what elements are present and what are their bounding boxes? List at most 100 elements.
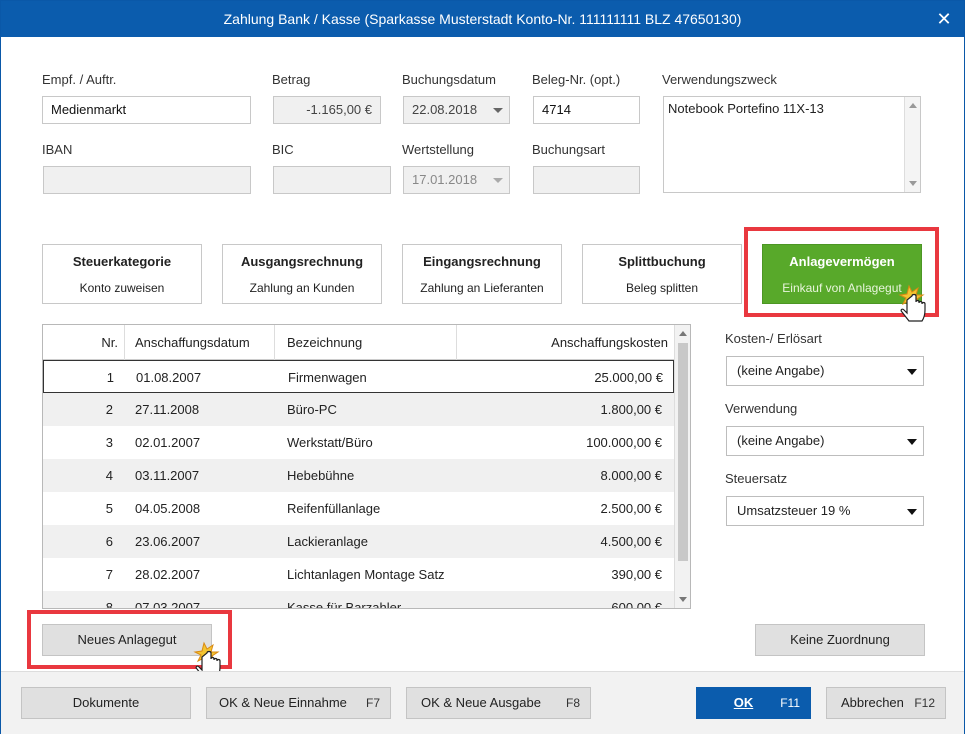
tile-steuerkategorie[interactable]: Steuerkategorie Konto zuweisen [42, 244, 202, 304]
window-title: Zahlung Bank / Kasse (Sparkasse Musterst… [223, 11, 742, 27]
empf-label: Empf. / Auftr. [42, 72, 117, 87]
chevron-down-icon[interactable] [493, 108, 503, 113]
table-row[interactable]: 2 27.11.2008 Büro-PC 1.800,00 € [43, 393, 674, 426]
tile-title: Eingangsrechnung [423, 254, 541, 269]
cell-bezeichnung: Lichtanlagen Montage Satz [287, 567, 445, 582]
table-row[interactable]: 6 23.06.2007 Lackieranlage 4.500,00 € [43, 525, 674, 558]
cell-anschaffungsdatum: 01.08.2007 [136, 370, 202, 385]
shortcut-label: F12 [914, 696, 935, 710]
column-header-nr[interactable]: Nr. [43, 325, 125, 360]
tile-title: Splittbuchung [618, 254, 706, 269]
table-row[interactable]: 5 04.05.2008 Reifenfüllanlage 2.500,00 € [43, 492, 674, 525]
cell-anschaffungsdatum: 04.05.2008 [135, 501, 201, 516]
scroll-down-icon[interactable] [909, 181, 917, 186]
kosten-value: (keine Angabe) [737, 363, 825, 378]
neues-anlagegut-button[interactable]: Neues Anlagegut [42, 624, 212, 656]
table-row[interactable]: 1 01.08.2007 Firmenwagen 25.000,00 € [43, 360, 674, 393]
buchungsart-field [533, 166, 640, 194]
ok-button[interactable]: OK F11 [696, 687, 811, 719]
tile-ausgangsrechnung[interactable]: Ausgangsrechnung Zahlung an Kunden [222, 244, 382, 304]
button-label: OK [733, 695, 754, 710]
table-row[interactable]: 3 02.01.2007 Werkstatt/Büro 100.000,00 € [43, 426, 674, 459]
cell-bezeichnung: Kasse für Barzahler [287, 600, 402, 609]
anlagegut-table[interactable]: Nr. Anschaffungsdatum Bezeichnung Anscha… [42, 324, 691, 609]
dokumente-button[interactable]: Dokumente [21, 687, 191, 719]
cell-anschaffungskosten: 1.800,00 € [600, 402, 662, 417]
kosten-label: Kosten-/ Erlösart [725, 331, 822, 346]
cell-anschaffungsdatum: 28.02.2007 [135, 567, 201, 582]
betrag-field: -1.165,00 € [273, 96, 381, 124]
cell-bezeichnung: Firmenwagen [288, 370, 367, 385]
cell-anschaffungskosten: 600,00 € [611, 600, 662, 609]
buchungsdatum-value: 22.08.2018 [412, 102, 478, 117]
cell-bezeichnung: Reifenfüllanlage [287, 501, 381, 516]
wertstellung-value: 17.01.2018 [412, 172, 478, 187]
close-icon[interactable]: ✕ [936, 9, 952, 29]
cell-bezeichnung: Hebebühne [287, 468, 355, 483]
scroll-thumb[interactable] [678, 343, 688, 561]
chevron-down-icon[interactable] [907, 509, 917, 515]
cell-anschaffungskosten: 390,00 € [611, 567, 662, 582]
zweck-scrollbar[interactable] [904, 97, 920, 192]
highlight-frame [744, 227, 939, 317]
column-header-anschaffungsdatum[interactable]: Anschaffungsdatum [125, 325, 275, 360]
tile-subtitle: Einkauf von Anlagegut [782, 281, 902, 295]
steuersatz-select[interactable]: Umsatzsteuer 19 % [726, 496, 924, 526]
cell-anschaffungskosten: 4.500,00 € [600, 534, 662, 549]
column-header-anschaffungskosten[interactable]: Anschaffungskosten [551, 335, 668, 350]
beleg-input[interactable]: 4714 [533, 96, 640, 124]
iban-field [43, 166, 251, 194]
scroll-up-icon[interactable] [909, 103, 917, 108]
table-row[interactable]: 7 28.02.2007 Lichtanlagen Montage Satz 390,… [43, 558, 674, 591]
cell-bezeichnung: Büro-PC [287, 402, 337, 417]
shortcut-label: F11 [780, 696, 800, 710]
cell-anschaffungsdatum: 02.01.2007 [135, 435, 201, 450]
cell-anschaffungsdatum: 03.11.2007 [135, 468, 200, 483]
cell-nr: 2 [105, 402, 113, 417]
buchungsart-label: Buchungsart [532, 142, 605, 157]
scroll-up-icon[interactable] [679, 331, 687, 336]
empf-input[interactable]: Medienmarkt [42, 96, 251, 124]
abbrechen-button[interactable]: Abbrechen F12 [826, 687, 946, 719]
bic-field [273, 166, 391, 194]
table-row[interactable]: 4 03.11.2007 Hebebühne 8.000,00 € [43, 459, 674, 492]
shortcut-label: F8 [565, 696, 580, 710]
tile-title: Steuerkategorie [72, 254, 172, 269]
cell-bezeichnung: Werkstatt/Büro [287, 435, 373, 450]
zweck-label: Verwendungszweck [662, 72, 777, 87]
scroll-down-icon[interactable] [679, 597, 687, 602]
cell-nr: 3 [105, 435, 113, 450]
kosten-select[interactable]: (keine Angabe) [726, 356, 924, 386]
tile-title: Ausgangsrechnung [240, 254, 364, 269]
cell-anschaffungsdatum: 27.11.2008 [135, 402, 200, 417]
iban-label: IBAN [42, 142, 73, 157]
zweck-text: Notebook Portefino 11X-13 [668, 101, 824, 116]
table-header: Nr. Anschaffungsdatum Bezeichnung Anscha… [43, 325, 674, 360]
tile-splittbuchung[interactable]: Splittbuchung Beleg splitten [582, 244, 742, 304]
tile-subtitle: Beleg splitten [625, 281, 699, 295]
cell-anschaffungsdatum: 07.03.2007 [135, 600, 201, 609]
tile-anlagevermoegen[interactable]: Anlagevermögen Einkauf von Anlagegut [762, 244, 922, 304]
zweck-textarea[interactable]: Notebook Portefino 11X-13 [663, 96, 921, 193]
button-label: OK & Neue Ausgabe [421, 695, 541, 710]
betrag-label: Betrag [272, 72, 311, 87]
ok-neue-ausgabe-button[interactable]: OK & Neue Ausgabe F8 [406, 687, 591, 719]
ok-neue-einnahme-button[interactable]: OK & Neue Einnahme F7 [206, 687, 391, 719]
tile-subtitle: Konto zuweisen [79, 281, 165, 295]
wertstellung-label: Wertstellung [402, 142, 475, 157]
steuersatz-value: Umsatzsteuer 19 % [737, 503, 851, 518]
cell-nr: 1 [106, 370, 114, 385]
buchungsdatum-picker[interactable]: 22.08.2018 [403, 96, 510, 124]
chevron-down-icon[interactable] [907, 439, 917, 445]
verwendung-select[interactable]: (keine Angabe) [726, 426, 924, 456]
table-scrollbar[interactable] [674, 325, 690, 608]
cell-anschaffungskosten: 25.000,00 € [594, 370, 663, 385]
keine-zuordnung-button[interactable]: Keine Zuordnung [755, 624, 925, 656]
column-header-bezeichnung[interactable]: Bezeichnung [275, 325, 457, 360]
title-bar: Zahlung Bank / Kasse (Sparkasse Musterst… [1, 1, 964, 37]
table-row[interactable]: 8 07.03.2007 Kasse für Barzahler 600,00 € [43, 591, 674, 609]
tile-subtitle: Zahlung an Kunden [249, 281, 355, 295]
chevron-down-icon[interactable] [907, 369, 917, 375]
tile-subtitle: Zahlung an Lieferanten [420, 281, 544, 295]
tile-eingangsrechnung[interactable]: Eingangsrechnung Zahlung an Lieferanten [402, 244, 562, 304]
